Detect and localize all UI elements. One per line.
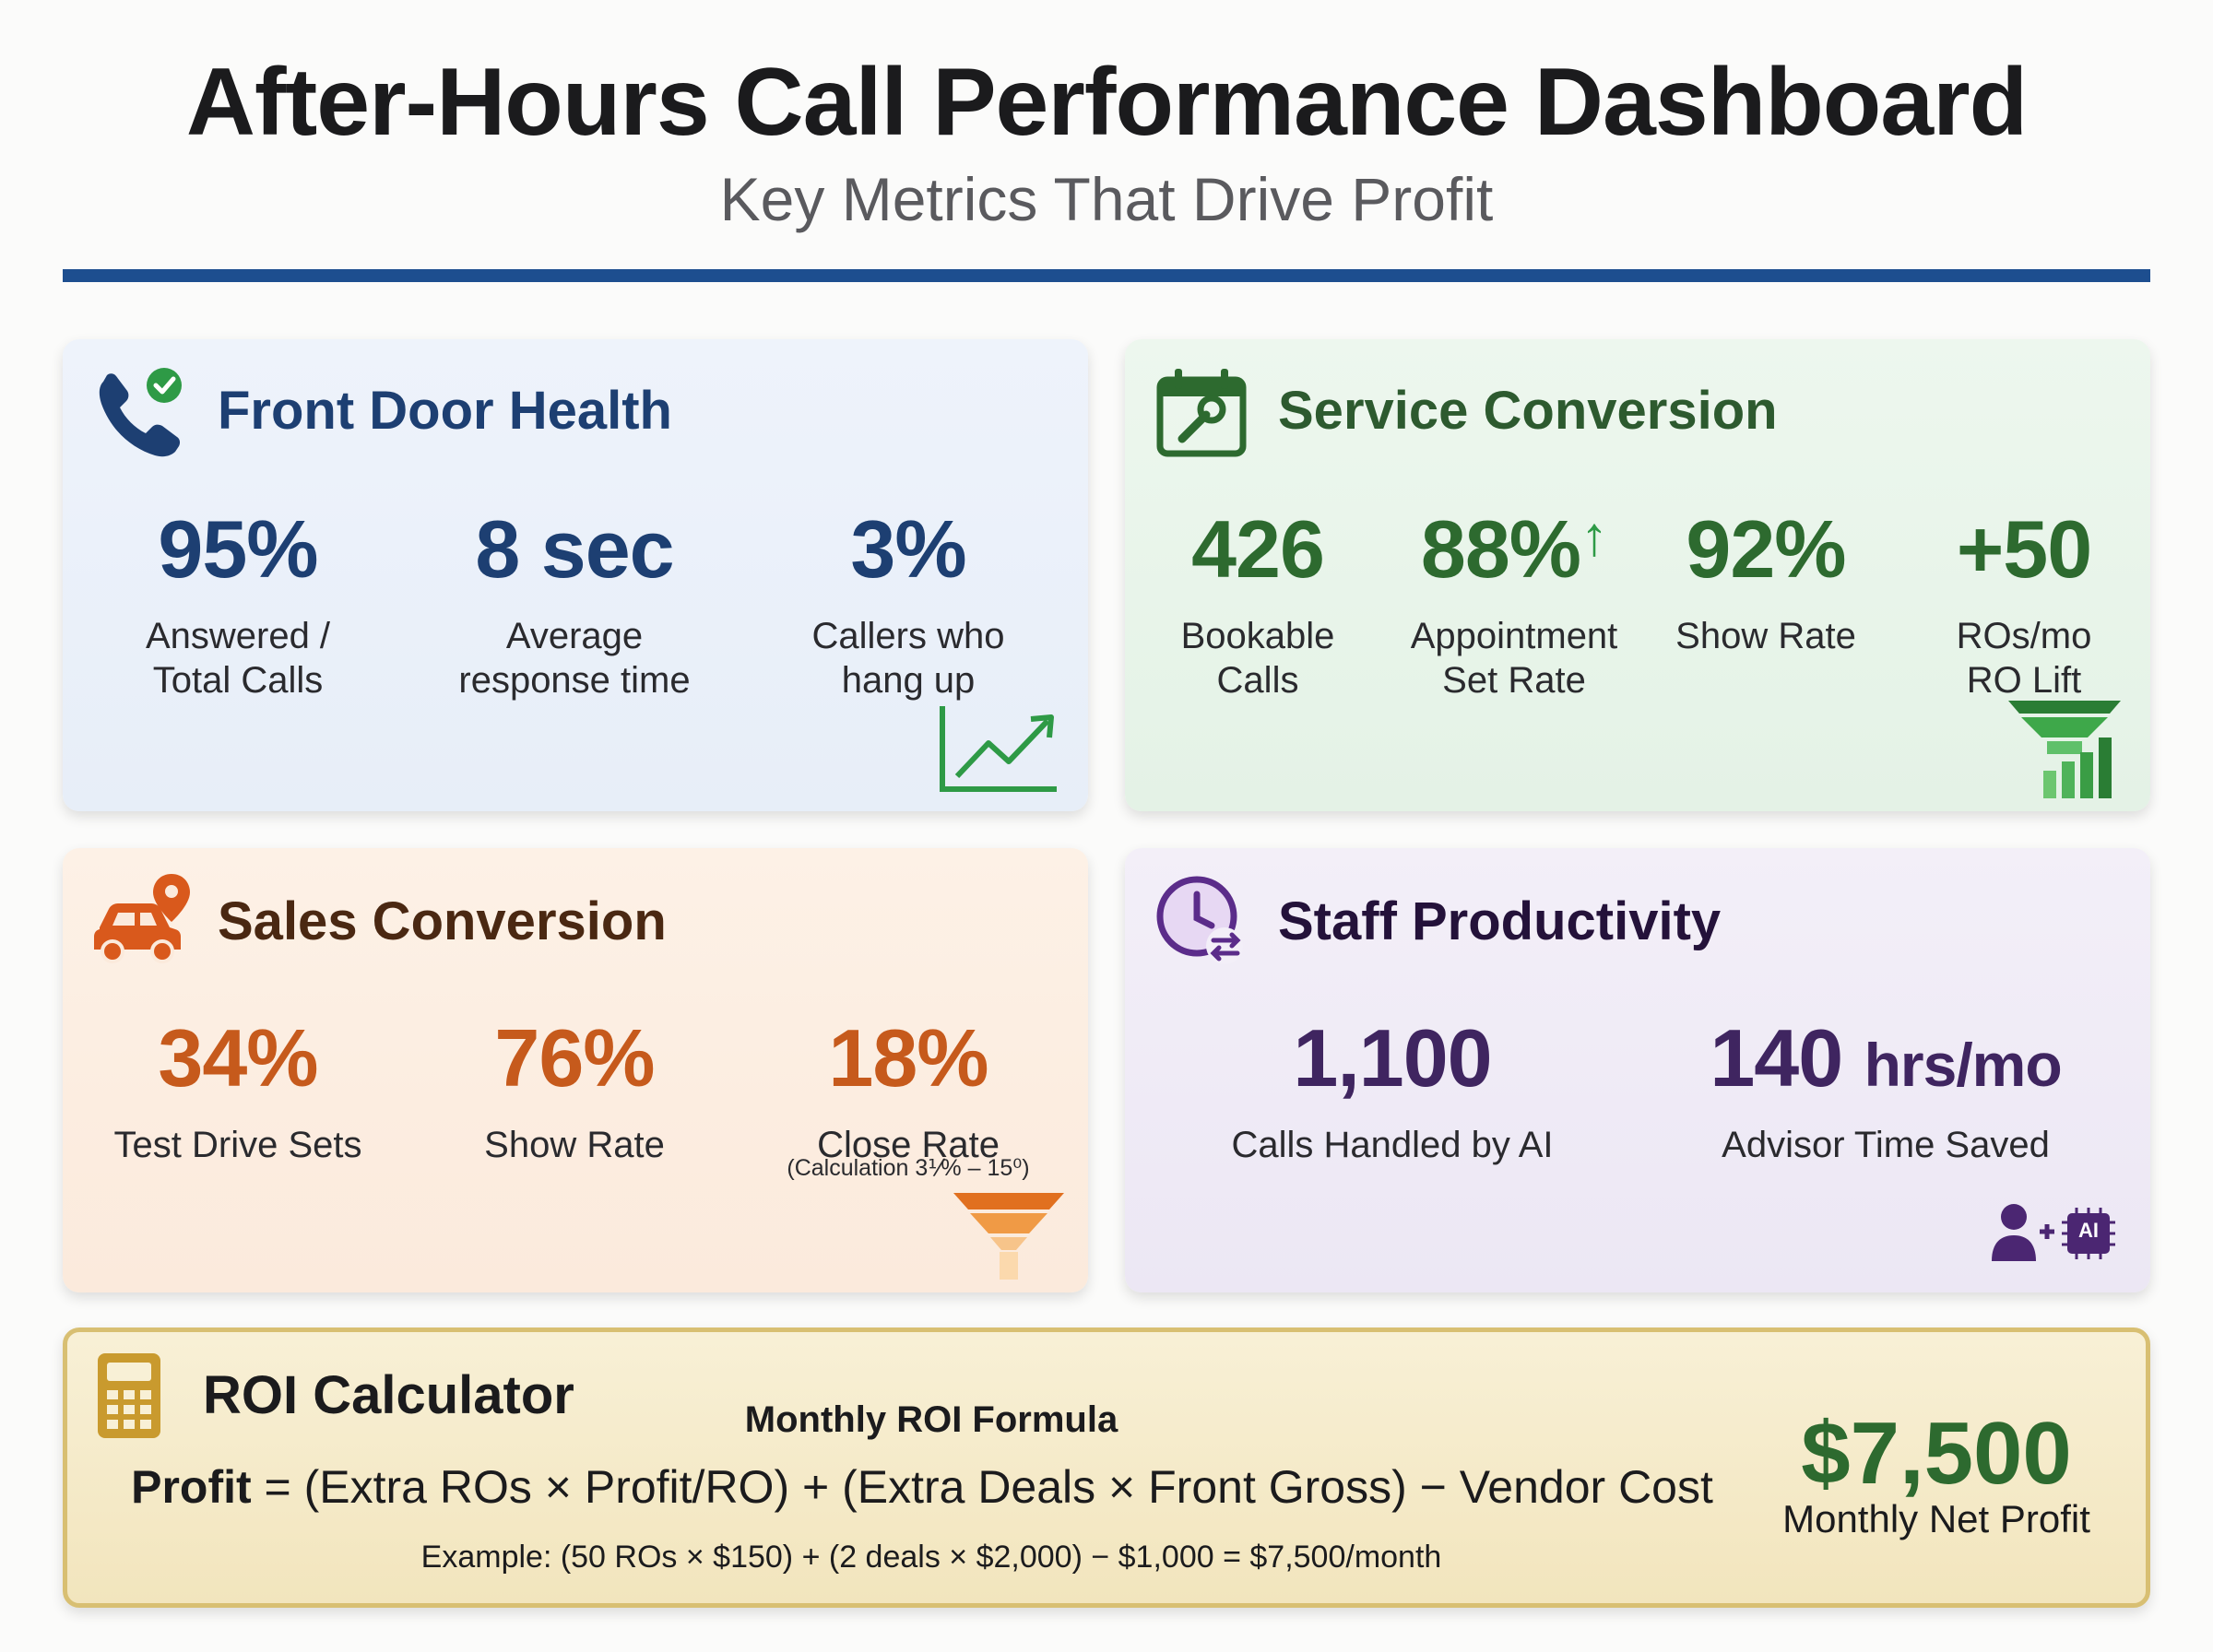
metric-service-show-rate: 92% Show Rate: [1660, 509, 1872, 658]
metric-value: 95%: [158, 503, 318, 595]
page-subtitle: Key Metrics That Drive Profit: [719, 165, 1494, 233]
roi-calculator-title: ROI Calculator: [203, 1365, 574, 1425]
roi-formula: Profit = (Extra ROs × Profit/RO) + (Extr…: [111, 1460, 1734, 1514]
car-location-icon: [90, 872, 194, 968]
arrow-up-icon: ↑: [1580, 505, 1608, 567]
front-door-title: Front Door Health: [218, 381, 672, 441]
front-door-health-card: [63, 339, 1088, 811]
roi-result-value: $7,500: [1801, 1404, 2072, 1503]
metric-hangup-rate: 3% Callers who hang up: [770, 509, 1047, 702]
metric-value: +50: [1956, 503, 2092, 595]
service-conversion-card: [1125, 339, 2150, 811]
metric-advisor-time-saved: 140 hrs/mo Advisor Time Saved: [1641, 1018, 2130, 1167]
time-saved-unit: hrs/mo: [1864, 1031, 2063, 1099]
metric-value: 18%: [828, 1012, 988, 1103]
metric-answered-rate: 95% Answered / Total Calls: [100, 509, 376, 702]
page-title: After-Hours Call Performance Dashboard: [185, 49, 2028, 156]
metric-close-rate: 18% Close Rate: [761, 1018, 1056, 1167]
metric-appointment-set-rate: 88%↑ Appointment Set Rate: [1385, 509, 1643, 702]
calculator-icon: [96, 1351, 162, 1440]
clock-swap-icon: [1153, 872, 1250, 970]
metric-value: 8 sec: [475, 503, 674, 595]
roi-result-label: Monthly Net Profit: [1782, 1497, 2090, 1540]
time-saved-value: 140: [1710, 1012, 1843, 1103]
metric-value: 92%: [1686, 503, 1846, 595]
metric-value: 76%: [494, 1012, 655, 1103]
metric-label: Show Rate: [484, 1125, 665, 1165]
metric-value: 1,100: [1293, 1012, 1492, 1103]
metric-label: Advisor Time Saved: [1722, 1125, 2050, 1165]
metric-value: 140 hrs/mo: [1641, 1018, 2130, 1099]
metric-label: Appointment Set Rate: [1410, 616, 1618, 701]
staff-productivity-card: [1125, 848, 2150, 1292]
service-conversion-title: Service Conversion: [1278, 381, 1778, 441]
metric-sales-show-rate: 76% Show Rate: [427, 1018, 722, 1167]
metric-ro-lift: +50 ROs/mo RO Lift: [1918, 509, 2130, 702]
funnel-icon: [952, 1191, 1066, 1280]
metric-label: Calls Handled by AI: [1231, 1125, 1554, 1165]
metric-label: Show Rate: [1675, 616, 1856, 656]
metric-label: Test Drive Sets: [113, 1125, 362, 1165]
roi-formula-heading: Monthly ROI Formula: [744, 1399, 1118, 1440]
header-divider: [63, 269, 2150, 282]
metric-label: Bookable Calls: [1180, 616, 1335, 701]
metric-value: 34%: [158, 1012, 318, 1103]
phone-check-icon: [90, 365, 192, 466]
sales-conversion-title: Sales Conversion: [218, 891, 667, 951]
metric-label: Callers who hang up: [811, 616, 1005, 701]
metric-value: 3%: [850, 503, 966, 595]
metric-value: 88%↑: [1385, 509, 1643, 590]
metric-value: 426: [1191, 503, 1325, 595]
metric-label: Answered / Total Calls: [145, 616, 331, 701]
sales-conversion-card: [63, 848, 1088, 1292]
appointment-rate-value: 88%: [1420, 503, 1581, 595]
metric-label: ROs/mo RO Lift: [1956, 616, 2092, 701]
person-plus-ai-icon: [1988, 1200, 2132, 1265]
funnel-bars-icon: [2006, 697, 2124, 798]
close-rate-note: (Calculation 3⅟% – 15⁰): [787, 1155, 1030, 1181]
metric-label: Close Rate: [817, 1125, 1000, 1165]
roi-formula-lead: Profit: [131, 1461, 252, 1513]
roi-calculator-card: [63, 1328, 2150, 1608]
roi-example: Example: (50 ROs × $150) + (2 deals × $2…: [420, 1540, 1442, 1575]
calendar-wrench-icon: [1154, 365, 1249, 459]
metric-response-time: 8 sec Average response time: [418, 509, 731, 702]
staff-productivity-title: Staff Productivity: [1278, 891, 1722, 951]
metric-calls-handled-by-ai: 1,100 Calls Handled by AI: [1189, 1018, 1595, 1167]
ai-chip-label: AI: [2078, 1219, 2099, 1242]
metric-test-drive-sets: 34% Test Drive Sets: [90, 1018, 385, 1167]
metric-bookable-calls: 426 Bookable Calls: [1158, 509, 1357, 702]
roi-formula-body: = (Extra ROs × Profit/RO) + (Extra Deals…: [251, 1461, 1713, 1513]
metric-label: Average response time: [458, 616, 691, 701]
trend-up-chart-icon: [939, 702, 1060, 795]
